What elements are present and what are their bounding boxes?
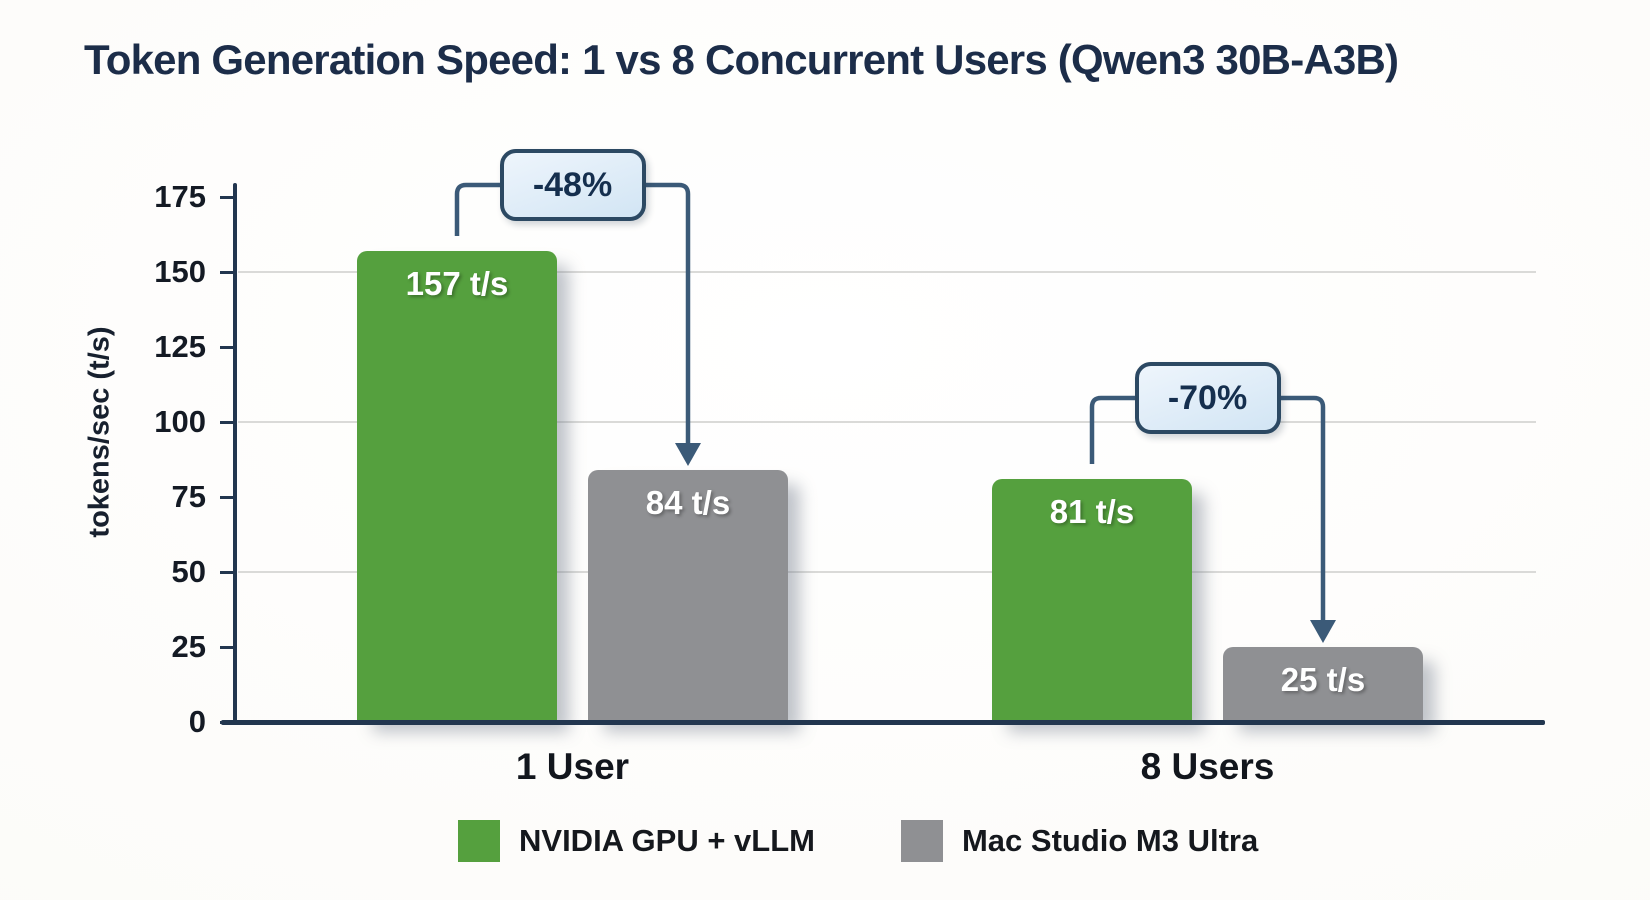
y-axis-title: tokens/sec (t/s) (83, 326, 116, 538)
bar-value-label: 81 t/s (1049, 493, 1135, 530)
bar-mac-studio-m3-ultra-1-user: 84 t/s (588, 470, 788, 722)
legend-swatch-mac-icon (900, 820, 943, 862)
legend-swatch-nvidia-icon (458, 820, 500, 862)
legend-item-nvidia: NVIDIA GPU + vLLM (458, 820, 815, 862)
y-tick-label-125: 125 (154, 329, 206, 364)
chart-title: Token Generation Speed: 1 vs 8 Concurren… (84, 36, 1399, 83)
annotation-badge-70: -70% (1134, 362, 1281, 434)
x-category-label-8-users: 8 Users (1140, 746, 1275, 787)
bar-value-label: 84 t/s (645, 484, 731, 521)
legend-item-mac: Mac Studio M3 Ultra (900, 820, 1259, 862)
y-tick-label-175: 175 (154, 179, 206, 214)
annotation-arrowhead-icon (1310, 620, 1336, 643)
legend: NVIDIA GPU + vLLM Mac Studio M3 Ultra (458, 820, 1258, 862)
annotation-badge-48: -48% (499, 149, 646, 221)
bar-value-label: 25 t/s (1280, 661, 1366, 698)
legend-label-nvidia: NVIDIA GPU + vLLM (519, 823, 815, 858)
y-tick-mark-25 (220, 646, 235, 649)
y-tick-label-150: 150 (154, 254, 206, 289)
bar-mac-studio-m3-ultra-8-users: 25 t/s (1223, 647, 1423, 722)
y-tick-label-25: 25 (171, 629, 206, 664)
gridline-100 (238, 421, 1536, 423)
legend-label-mac: Mac Studio M3 Ultra (961, 823, 1259, 858)
y-tick-mark-0 (220, 721, 235, 724)
bar-value-label: 157 t/s (405, 265, 509, 302)
gridline-50 (238, 571, 1536, 573)
bar-nvidia-gpu-vllm-8-users: 81 t/s (992, 479, 1192, 722)
y-axis-line (233, 183, 237, 725)
y-tick-label-75: 75 (171, 479, 206, 514)
y-tick-label-100: 100 (154, 404, 206, 439)
y-tick-label-0: 0 (188, 704, 206, 739)
annotation-arrowhead-icon (675, 443, 701, 466)
y-tick-mark-175 (220, 196, 235, 199)
y-tick-mark-125 (220, 346, 235, 349)
y-tick-label-50: 50 (171, 554, 206, 589)
x-axis-line (221, 720, 1545, 725)
bar-nvidia-gpu-vllm-1-user: 157 t/s (357, 251, 557, 722)
x-category-label-1-user: 1 User (515, 746, 630, 787)
gridline-150 (238, 271, 1536, 273)
y-tick-mark-75 (220, 496, 235, 499)
y-tick-mark-100 (220, 421, 235, 424)
y-tick-mark-50 (220, 571, 235, 574)
y-tick-mark-150 (220, 271, 235, 274)
